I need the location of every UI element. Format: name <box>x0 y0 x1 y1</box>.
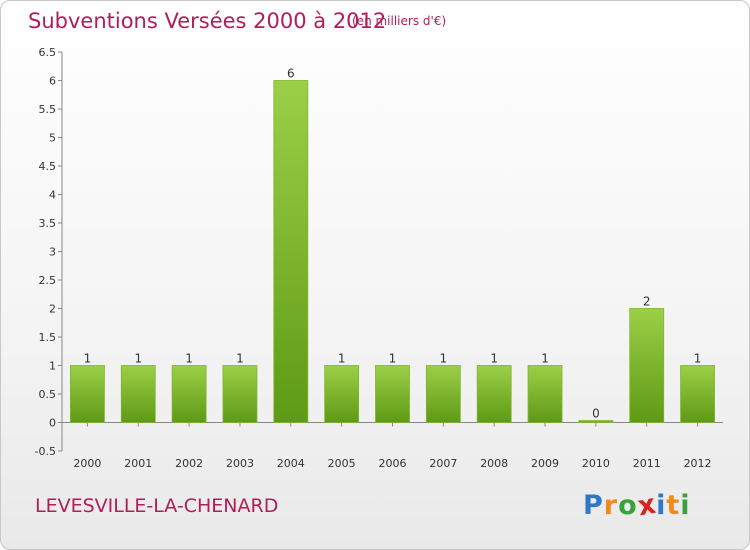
x-tick-label: 2008 <box>480 457 508 470</box>
x-tick-label: 2010 <box>582 457 610 470</box>
x-tick-label: 2001 <box>124 457 152 470</box>
x-tick-label: 2011 <box>633 457 661 470</box>
bar-2007 <box>425 365 461 423</box>
chart-title: Subventions Versées 2000 à 2012 <box>28 9 387 33</box>
x-tick-label: 2002 <box>175 457 203 470</box>
bar-2004 <box>273 80 309 423</box>
y-tick-label: 3.5 <box>39 217 57 230</box>
y-tick-label: 5 <box>49 132 56 145</box>
proxiti-logo[interactable]: Proxiti <box>583 489 691 523</box>
data-label-2006: 1 <box>389 352 397 366</box>
y-tick-label: 6 <box>49 75 56 88</box>
y-tick-label: -0.5 <box>35 445 56 458</box>
data-label-2004: 6 <box>287 67 295 81</box>
data-label-2005: 1 <box>338 352 346 366</box>
bar-2002 <box>171 365 207 423</box>
bar-2012 <box>680 365 715 423</box>
bar-2011 <box>629 308 665 423</box>
bar-2010 <box>578 420 614 423</box>
data-label-2007: 1 <box>440 352 448 366</box>
data-label-2003: 1 <box>236 352 244 366</box>
bar-2008 <box>476 365 512 423</box>
y-tick-label: 2 <box>49 303 56 316</box>
x-tick-label: 2012 <box>684 457 712 470</box>
bar-2003 <box>222 365 258 423</box>
y-tick-label: 0.5 <box>39 388 57 401</box>
y-tick-label: 6.5 <box>39 46 57 59</box>
x-tick-label: 2003 <box>226 457 254 470</box>
y-tick-label: 4 <box>49 189 56 202</box>
y-tick-label: 5.5 <box>39 103 57 116</box>
bar-2000 <box>70 365 105 423</box>
y-tick-label: 1.5 <box>39 331 57 344</box>
y-tick-label: 4.5 <box>39 160 57 173</box>
logo-letter: o <box>618 490 638 521</box>
x-tick-label: 2005 <box>328 457 356 470</box>
bars <box>70 80 715 423</box>
logo-letter: t <box>666 490 681 521</box>
chart-subtitle: (en milliers d'€) <box>352 14 447 28</box>
x-tick-label: 2007 <box>429 457 457 470</box>
data-label-2001: 1 <box>134 352 142 366</box>
bar-2005 <box>324 365 360 423</box>
logo-letter: i <box>656 490 667 521</box>
logo-letter: r <box>603 490 619 521</box>
bar-2001 <box>120 365 156 423</box>
data-label-2000: 1 <box>84 352 92 366</box>
data-label-2002: 1 <box>185 352 193 366</box>
y-tick-label: 1 <box>49 360 56 373</box>
data-label-2008: 1 <box>490 352 498 366</box>
x-tick-label: 2006 <box>379 457 407 470</box>
x-tick-label: 2004 <box>277 457 305 470</box>
axes: -0.5 0 0.5 1 1.5 2 2.5 3 3.5 4 4.5 5 5.5 6 6.5 2000 2001… <box>35 46 723 470</box>
y-tick-label: 0 <box>49 417 56 430</box>
logo-letter: P <box>583 490 604 521</box>
data-label-2012: 1 <box>694 352 702 366</box>
y-tick-label: 3 <box>49 246 56 259</box>
data-label-2010: 0 <box>592 407 600 421</box>
data-label-2009: 1 <box>541 352 549 366</box>
bar-2009 <box>527 365 563 423</box>
logo-letter: i <box>680 490 691 521</box>
x-tick-label: 2000 <box>73 457 101 470</box>
commune-name: LEVESVILLE-LA-CHENARD <box>35 495 279 517</box>
data-label-2011: 2 <box>643 295 651 309</box>
bar-2006 <box>375 365 410 423</box>
y-tick-label: 2.5 <box>39 274 57 287</box>
x-tick-label: 2009 <box>531 457 559 470</box>
